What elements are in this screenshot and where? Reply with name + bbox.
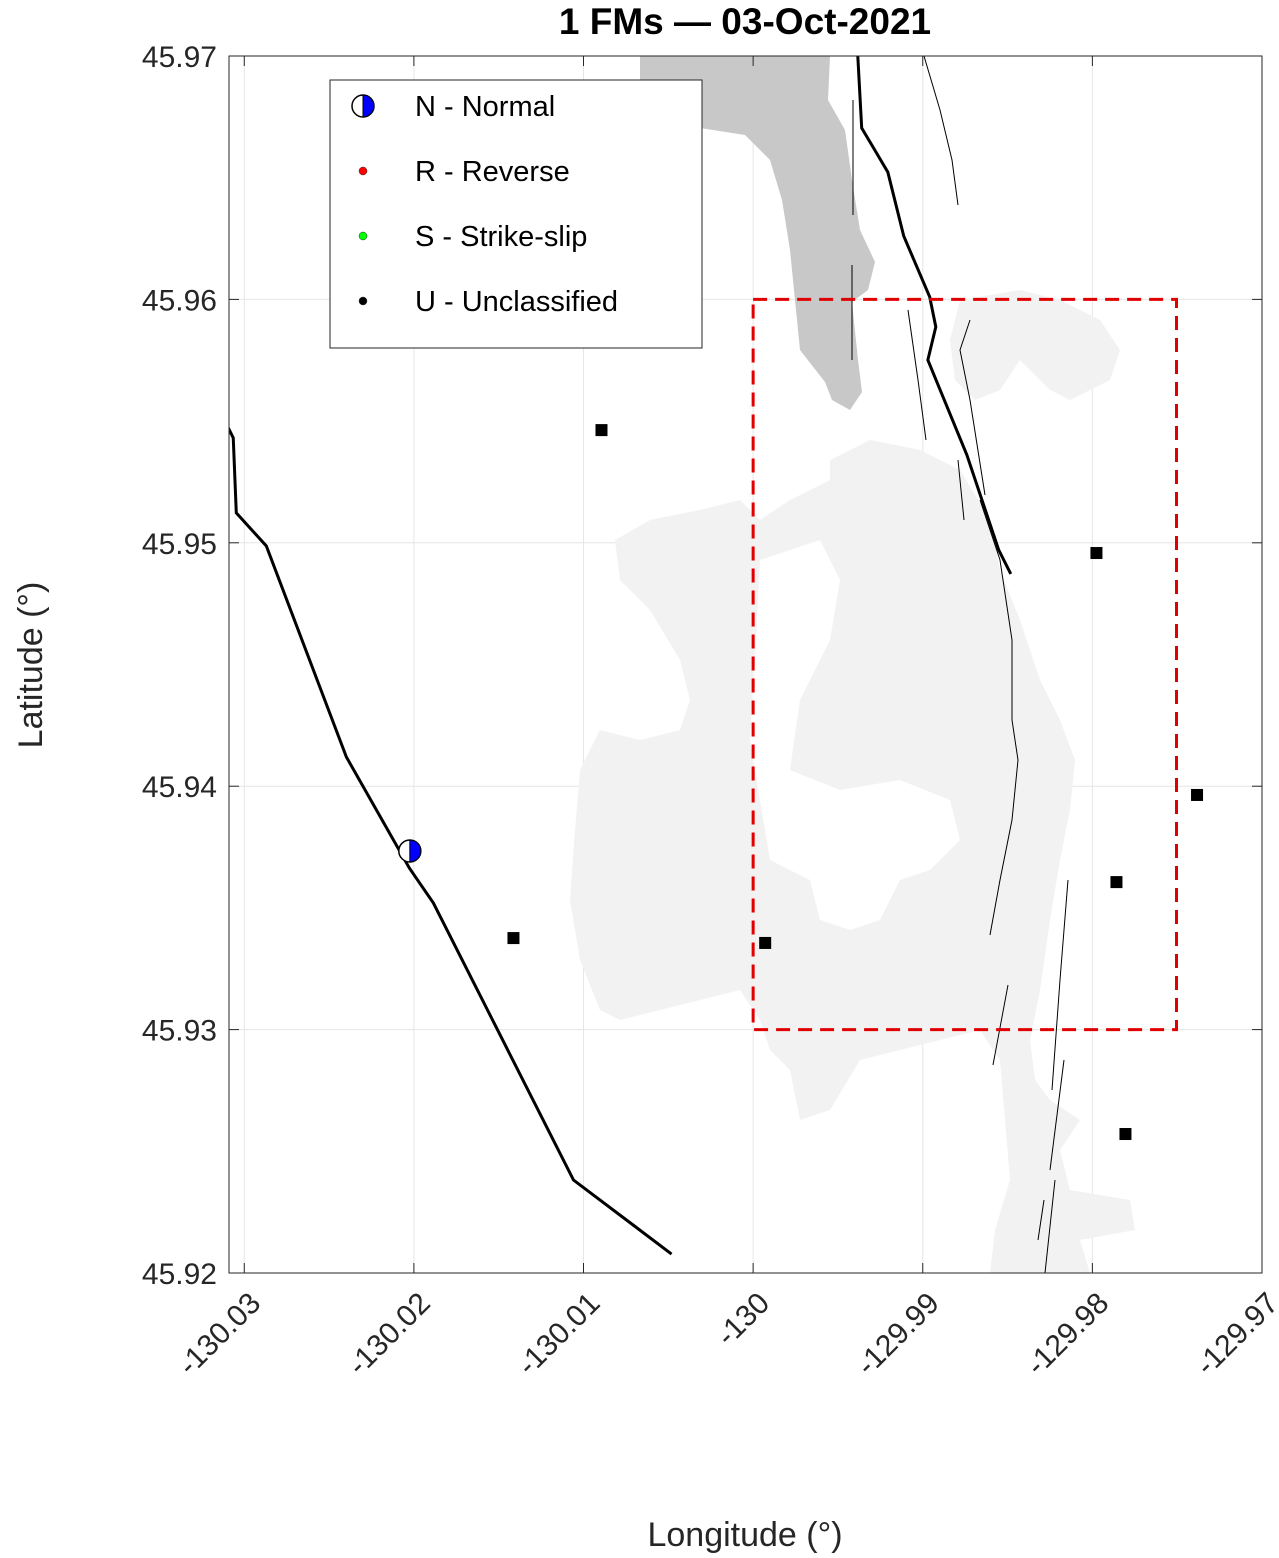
x-tick-label: -129.97 xyxy=(1190,1287,1279,1382)
station xyxy=(759,936,772,949)
station xyxy=(1110,876,1123,889)
fault-line xyxy=(856,56,1013,575)
y-tick-label: 45.94 xyxy=(142,771,217,804)
x-tick-label: -129.98 xyxy=(1020,1287,1115,1382)
y-tick-label: 45.97 xyxy=(142,41,217,74)
x-axis-label: Longitude (°) xyxy=(647,1516,842,1554)
station xyxy=(595,424,608,437)
focal-mechanism xyxy=(398,839,422,863)
station xyxy=(1119,1128,1132,1141)
fault-line xyxy=(229,427,673,1256)
station xyxy=(1090,547,1103,560)
terrain xyxy=(570,56,1135,1273)
light-terrain xyxy=(750,540,960,930)
legend-label: N - Normal xyxy=(415,91,555,123)
legend-symbol xyxy=(358,296,368,306)
y-tick-label: 45.96 xyxy=(142,284,217,317)
y-tick-label: 45.95 xyxy=(142,528,217,561)
chart-title: 1 FMs — 03-Oct-2021 xyxy=(559,1,931,42)
legend-symbol xyxy=(358,231,368,241)
legend-label: S - Strike-slip xyxy=(415,221,587,253)
y-tick-label: 45.93 xyxy=(142,1015,217,1048)
y-axis-label: Latitude (°) xyxy=(12,582,50,749)
legend-symbol xyxy=(362,94,375,118)
y-tick-label: 45.92 xyxy=(142,1258,217,1291)
x-tick-label: -130.03 xyxy=(172,1287,267,1382)
x-tick-label: -130.01 xyxy=(511,1287,606,1382)
axes-box xyxy=(228,55,1263,1274)
legend: N - Normal R - Reverse S - Strike-slip U - … xyxy=(351,91,618,318)
x-tick-label: -129.99 xyxy=(850,1287,945,1382)
legend-box xyxy=(329,79,703,349)
station xyxy=(1191,788,1204,801)
x-tick-label: -130.02 xyxy=(342,1287,437,1382)
legend-label: R - Reverse xyxy=(415,156,570,188)
light-terrain xyxy=(950,290,1120,400)
legend-symbol xyxy=(358,166,368,176)
x-tick-label: -130 xyxy=(710,1287,776,1353)
thin-faults xyxy=(851,56,1069,1273)
legend-label: U - Unclassified xyxy=(415,286,618,318)
beachball-quadrant xyxy=(409,839,422,863)
station xyxy=(507,932,520,945)
region-box xyxy=(751,297,1179,1032)
dark-terrain xyxy=(640,56,875,410)
marks xyxy=(229,56,1204,1256)
